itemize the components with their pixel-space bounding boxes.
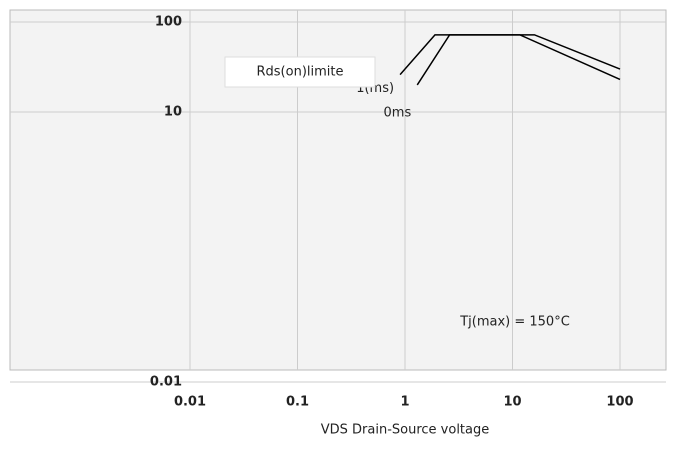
x-tick-label: 0.01 <box>174 395 206 410</box>
y-tick-label: 10 <box>164 105 182 120</box>
series-label: 0ms <box>384 105 412 120</box>
annotation-box <box>224 56 376 88</box>
y-tick-label: 0.01 <box>150 375 182 390</box>
series-line <box>416 34 621 86</box>
x-tick-label: 10 <box>503 395 521 410</box>
x-axis-label: VDS Drain-Source voltage <box>321 423 490 438</box>
y-tick-label: 100 <box>155 15 182 30</box>
annotation: Rds(on)limite <box>257 65 344 80</box>
annotation: Tj(max) = 150°C <box>459 315 570 330</box>
x-tick-label: 0.1 <box>286 395 309 410</box>
x-tick-label: 100 <box>606 395 633 410</box>
x-tick-label: 1 <box>400 395 409 410</box>
